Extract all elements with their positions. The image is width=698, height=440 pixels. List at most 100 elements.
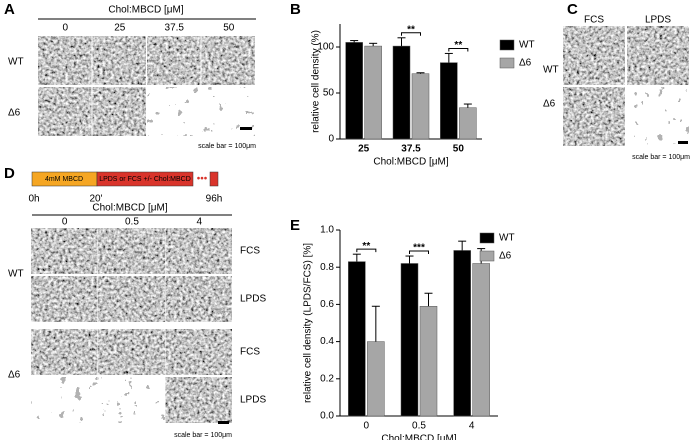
column-label: 37.5 (165, 23, 185, 34)
significance: ** (362, 241, 370, 252)
x-tick-label: 50 (453, 144, 465, 155)
micrograph (165, 275, 233, 323)
micrograph (165, 328, 233, 376)
timeline-label: LPDS or FCS +/- Chol:MBCD (99, 176, 191, 183)
y-tick-label: 100 (317, 42, 334, 53)
timeline-end (209, 171, 219, 187)
y-tick-label: 1.0 (320, 225, 334, 236)
column-label: 4 (196, 217, 202, 228)
micrograph (626, 86, 690, 147)
bar (345, 42, 363, 140)
y-tick-label: 0.8 (320, 262, 334, 273)
legend-swatch (499, 39, 515, 51)
column-label: FCS (584, 15, 604, 26)
x-tick-label: 37.5 (401, 144, 421, 155)
significance: ** (407, 24, 415, 35)
micrograph (562, 25, 626, 86)
panel-label: D (4, 165, 15, 182)
significance-bracket (401, 32, 421, 36)
scale-bar (678, 141, 688, 144)
legend-label: Δ6 (499, 251, 512, 262)
bar (364, 45, 382, 140)
column-label: 0 (62, 23, 68, 34)
micrograph (98, 376, 165, 424)
scale-bar-label: scale bar = 100μm (632, 154, 690, 161)
timeline-dots: ••• (197, 174, 208, 185)
panel-label: E (290, 217, 300, 234)
row-label: FCS (240, 347, 260, 358)
bar (459, 107, 477, 140)
legend-label: Δ6 (519, 58, 532, 69)
time-label: 96h (206, 194, 223, 205)
legend-swatch (499, 57, 515, 69)
significance-bracket (409, 250, 429, 255)
bar (400, 263, 419, 417)
bar (348, 261, 366, 417)
row-label: WT (8, 57, 24, 68)
timeline-label: 4mM MBCD (45, 176, 83, 183)
micrograph (98, 275, 165, 323)
y-axis-label: relative cell density (%) (311, 30, 322, 133)
micrograph (626, 25, 690, 86)
panel-label: A (4, 1, 15, 18)
bar (440, 62, 458, 140)
micrograph (30, 227, 98, 275)
y-tick-label: 0.2 (320, 373, 334, 384)
legend-label: WT (499, 233, 515, 244)
micrograph (30, 328, 98, 376)
micrograph (201, 35, 256, 86)
y-axis-label: relative cell density (LPDS/FCS) [%] (303, 243, 314, 403)
micrograph (165, 227, 233, 275)
significance: ** (454, 40, 462, 51)
group-label: Δ6 (8, 370, 21, 381)
column-label: 25 (114, 23, 126, 34)
micrograph (30, 275, 98, 323)
x-axis-label: Chol:MBCD [μM] (381, 434, 456, 440)
micrograph (146, 35, 201, 86)
bar (419, 306, 438, 417)
y-tick-label: 50 (323, 88, 335, 99)
time-label: 20' (89, 194, 102, 205)
micrograph (98, 328, 165, 376)
column-label: 0 (62, 217, 68, 228)
significance: *** (413, 243, 425, 254)
legend-swatch (479, 250, 495, 262)
micrograph (165, 376, 233, 424)
row-label: Δ6 (8, 108, 21, 119)
scale-bar (240, 127, 252, 130)
y-tick-label: 0.6 (320, 299, 334, 310)
legend-label: WT (519, 40, 535, 51)
significance-bracket (448, 47, 469, 52)
bar (367, 341, 385, 417)
row-label: LPDS (240, 395, 266, 406)
bar (411, 73, 430, 140)
micrograph (562, 86, 626, 147)
row-label: FCS (240, 246, 260, 257)
scale-bar-label: scale bar = 100μm (174, 432, 232, 439)
row-label: Δ6 (543, 99, 556, 110)
y-tick-label: 0.0 (320, 411, 334, 422)
micrograph (37, 86, 92, 137)
x-tick-label: 0.5 (412, 421, 426, 432)
x-tick-label: 4 (469, 421, 475, 432)
scale-bar (218, 421, 229, 424)
header: Chol:MBCD [μM] (92, 203, 167, 214)
x-tick-label: 25 (358, 144, 370, 155)
column-label: 0.5 (125, 217, 139, 228)
bar (392, 45, 411, 140)
time-label: 0h (28, 194, 39, 205)
micrograph (98, 227, 165, 275)
timeline-step (96, 171, 194, 187)
bar (472, 263, 490, 417)
column-label: LPDS (645, 15, 671, 26)
micrograph (92, 35, 147, 86)
x-axis-label: Chol:MBCD [μM] (373, 157, 448, 168)
micrograph (30, 376, 98, 424)
panel-label: C (567, 1, 578, 18)
scale-bar-label: scale bar = 100μm (198, 143, 256, 150)
x-tick-label: 0 (364, 421, 370, 432)
significance-bracket (356, 248, 377, 253)
bar (453, 250, 471, 417)
legend-swatch (479, 232, 495, 244)
